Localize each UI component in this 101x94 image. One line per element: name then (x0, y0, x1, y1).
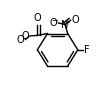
Text: O: O (72, 15, 79, 25)
Text: O: O (50, 18, 57, 28)
Text: O: O (16, 35, 24, 45)
Text: F: F (84, 45, 89, 55)
Text: O: O (22, 31, 30, 41)
Text: O: O (34, 13, 41, 24)
Text: +: + (64, 20, 70, 26)
Text: −: − (51, 16, 58, 25)
Text: N: N (61, 20, 69, 30)
